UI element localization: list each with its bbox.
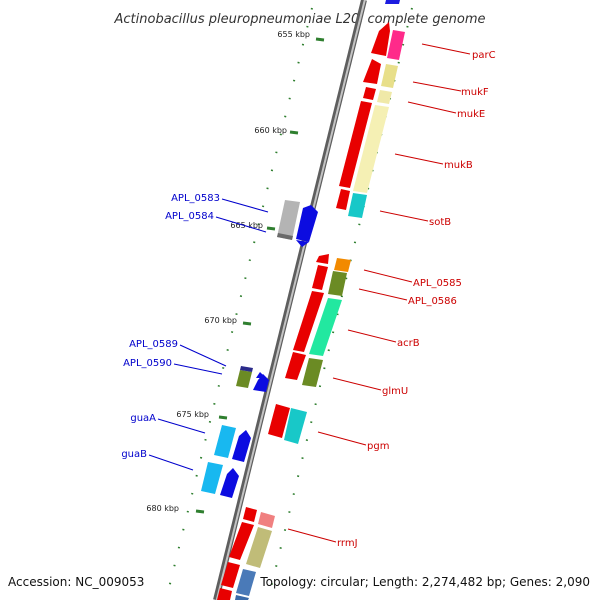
gene-acrb-bar[interactable] [309, 298, 342, 356]
label-apl0590[interactable]: APL_0590 [123, 358, 172, 369]
gene-mukb-bar[interactable] [353, 105, 389, 193]
tick-label-665: 665 kbp [230, 221, 263, 230]
forward-genes [217, 0, 405, 600]
label-parc[interactable]: parC [472, 50, 496, 61]
tick-label-670: 670 kbp [204, 316, 237, 325]
gene-muke-bar[interactable] [377, 90, 392, 104]
label-apl0586[interactable]: APL_0586 [408, 296, 457, 307]
accession-text: Accession: NC_009053 [8, 575, 144, 589]
tick-label-660: 660 kbp [254, 126, 287, 135]
label-guab[interactable]: guaB [121, 449, 147, 460]
reverse-label-leaders [148, 198, 269, 471]
forward-label-leaders [287, 43, 471, 543]
gene-apl0583-shade [277, 233, 293, 240]
gene-apl0583[interactable] [277, 200, 300, 240]
gene-mukb-arrow[interactable] [339, 101, 372, 188]
forward-gene-labels: parC mukF mukE mukB sotB APL_0585 APL_05… [337, 50, 496, 549]
gene-apl0584-tip [296, 240, 309, 247]
tick-label-680: 680 kbp [146, 504, 179, 513]
label-pgm[interactable]: pgm [367, 441, 389, 452]
reverse-gene-labels: APL_0583 APL_0584 APL_0589 APL_0590 guaA… [121, 193, 220, 460]
gene-apl0586-bar[interactable] [328, 271, 347, 296]
label-apl0585[interactable]: APL_0585 [413, 278, 462, 289]
genome-title: Actinobacillus pleuropneumoniae L20, com… [114, 12, 486, 27]
label-guaa[interactable]: guaA [130, 413, 156, 424]
gene-apl0589[interactable] [236, 370, 252, 388]
gene-sotb-bar[interactable] [348, 193, 367, 218]
label-mukf[interactable]: mukF [461, 87, 489, 98]
gene-parc-arrow[interactable] [371, 22, 390, 56]
gene-mukf-bar[interactable] [381, 64, 398, 88]
gene-guab-bar[interactable] [201, 462, 223, 494]
label-muke[interactable]: mukE [457, 109, 485, 120]
label-apl0583[interactable]: APL_0583 [171, 193, 220, 204]
label-glmu[interactable]: glmU [382, 386, 408, 397]
gene-after-rrmj-1[interactable] [229, 522, 254, 560]
gene-apl0590-tip [256, 372, 266, 378]
gene-guab-arrow[interactable] [220, 468, 239, 498]
label-apl0584[interactable]: APL_0584 [165, 211, 214, 222]
label-rrmj[interactable]: rrmJ [337, 538, 358, 549]
tick-label-675: 675 kbp [176, 410, 209, 419]
kbp-tick-marks [195, 37, 325, 514]
gene-parc-bar[interactable] [387, 30, 405, 60]
gene-top-fragment[interactable] [385, 0, 400, 4]
genome-backbone [213, 0, 367, 600]
gene-sotb-arrow[interactable] [336, 189, 350, 210]
label-apl0589[interactable]: APL_0589 [129, 339, 178, 350]
gene-apl0585-bar[interactable] [334, 258, 351, 272]
topology-text: Topology: circular; Length: 2,274,482 bp… [259, 575, 590, 589]
gene-pgm-bar[interactable] [284, 408, 307, 444]
gene-apl0585-arrow[interactable] [316, 254, 329, 264]
gene-after-rrmj-3[interactable] [221, 562, 240, 588]
gene-after-rrmj-5[interactable] [217, 588, 232, 600]
gene-apl0589-top [240, 366, 253, 372]
gene-after-rrmj-2[interactable] [246, 527, 272, 568]
tick-label-655: 655 kbp [277, 30, 310, 39]
gene-after-rrmj-4[interactable] [236, 569, 256, 596]
gene-guaa-bar[interactable] [214, 425, 236, 458]
gene-muke-arrow[interactable] [363, 87, 376, 100]
gene-apl0586-arrow[interactable] [312, 265, 328, 290]
gene-rrmj-bar[interactable] [258, 512, 275, 528]
label-sotb[interactable]: sotB [429, 217, 451, 228]
gene-glmu-arrow[interactable] [285, 352, 306, 380]
gene-mukf-arrow[interactable] [363, 59, 381, 84]
label-mukb[interactable]: mukB [444, 160, 473, 171]
gene-glmu-bar[interactable] [302, 358, 323, 387]
gene-rrmj-arrow[interactable] [243, 507, 257, 522]
gene-after-rrmj-6[interactable] [235, 595, 249, 600]
reverse-genes [201, 200, 318, 498]
gene-apl0584[interactable] [296, 205, 318, 242]
gene-guaa-arrow[interactable] [232, 430, 251, 462]
gene-pgm-arrow[interactable] [268, 404, 290, 438]
label-acrb[interactable]: acrB [397, 338, 420, 349]
gene-acrb-arrow[interactable] [293, 291, 324, 352]
gene-apl0590[interactable] [253, 374, 269, 392]
